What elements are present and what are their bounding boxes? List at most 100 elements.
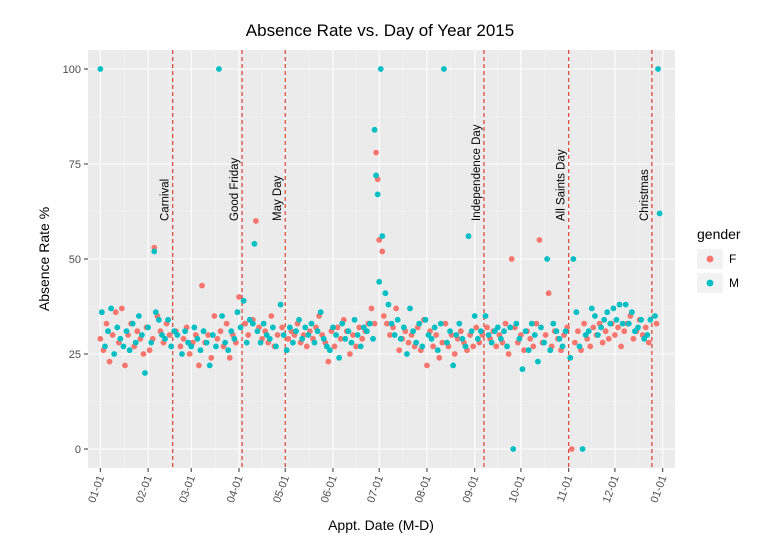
point-f	[236, 294, 242, 300]
point-f	[337, 335, 344, 342]
y-tick-label: 100	[63, 64, 81, 76]
point-m	[123, 328, 130, 335]
point-m	[179, 351, 185, 357]
point-m	[440, 66, 447, 72]
point-m	[647, 316, 654, 323]
point-f	[615, 324, 621, 331]
point-f	[470, 343, 477, 350]
point-m	[585, 328, 592, 335]
point-m	[257, 339, 264, 346]
point-f	[368, 305, 375, 312]
point-m	[351, 316, 358, 323]
point-f	[430, 343, 437, 350]
point-m	[105, 328, 111, 335]
point-f	[396, 347, 403, 354]
point-m	[114, 324, 121, 331]
event-labels: Carnival Good Friday May Day Independence D…	[160, 124, 651, 221]
point-m	[453, 332, 460, 338]
y-tick-label: 50	[69, 254, 81, 266]
point-m	[655, 66, 661, 72]
point-m	[212, 343, 219, 350]
point-m	[377, 66, 384, 72]
point-f	[118, 305, 125, 312]
point-m	[305, 332, 312, 338]
point-m	[494, 324, 501, 331]
point-f	[484, 324, 490, 331]
point-m	[299, 335, 306, 342]
point-m	[206, 362, 213, 369]
legend-label-f: F	[729, 252, 736, 266]
point-f	[602, 328, 609, 335]
point-f	[642, 324, 649, 331]
point-f	[630, 335, 637, 342]
point-m	[126, 347, 133, 354]
point-m	[342, 335, 349, 342]
point-f	[140, 351, 147, 357]
point-m	[367, 320, 373, 327]
event-label: Good Friday	[229, 157, 241, 221]
point-f	[433, 332, 440, 338]
point-f	[347, 351, 353, 357]
point-m	[290, 339, 296, 346]
point-f	[285, 335, 292, 342]
point-m	[447, 328, 453, 335]
point-m	[348, 339, 355, 346]
point-m	[197, 347, 204, 354]
point-m	[465, 233, 472, 240]
point-f	[439, 339, 446, 346]
point-f	[618, 343, 624, 350]
point-f	[387, 332, 393, 338]
point-m	[413, 339, 420, 346]
y-tick-label: 75	[69, 159, 81, 171]
point-m	[391, 332, 398, 338]
point-f	[245, 332, 252, 338]
point-m	[269, 324, 276, 331]
point-m	[607, 320, 614, 327]
point-m	[525, 347, 532, 354]
point-m	[333, 332, 339, 338]
point-m	[531, 332, 538, 338]
x-tick-label: 06-01	[319, 474, 340, 505]
point-m	[450, 362, 457, 369]
point-m	[598, 324, 604, 331]
point-m	[155, 316, 162, 323]
point-f	[527, 335, 534, 342]
point-m	[311, 339, 318, 346]
point-m	[374, 191, 381, 198]
point-f	[199, 282, 205, 289]
point-f	[146, 347, 153, 354]
point-m	[308, 320, 315, 327]
point-m	[98, 309, 105, 316]
point-f	[493, 343, 500, 350]
point-f	[653, 320, 660, 327]
point-m	[462, 343, 469, 350]
point-m	[243, 339, 250, 346]
point-f	[605, 335, 612, 342]
point-m	[638, 316, 645, 323]
point-m	[474, 335, 481, 342]
point-m	[616, 301, 623, 308]
point-f	[383, 320, 390, 327]
point-m	[519, 366, 526, 373]
point-m	[567, 354, 574, 361]
point-f	[226, 354, 233, 361]
point-m	[559, 343, 566, 350]
point-m	[280, 332, 287, 338]
x-axis-ticks: 01-01 02-01 03-01 04-01 05-01 06-01 07-01 08-01…	[86, 468, 669, 504]
point-f	[214, 335, 221, 342]
x-tick-label: 01-01	[649, 474, 670, 505]
point-f	[502, 320, 509, 327]
point-m	[570, 256, 577, 262]
point-m	[541, 339, 547, 346]
event-label: Independence Day	[471, 124, 483, 221]
point-m	[434, 347, 441, 354]
point-m	[407, 305, 413, 312]
point-f	[581, 320, 587, 327]
point-m	[330, 324, 336, 331]
point-m	[120, 343, 127, 350]
point-m	[357, 343, 364, 350]
point-m	[619, 320, 626, 327]
point-f	[196, 362, 202, 369]
point-m	[373, 172, 380, 179]
event-label: All Saints Day	[556, 149, 568, 221]
